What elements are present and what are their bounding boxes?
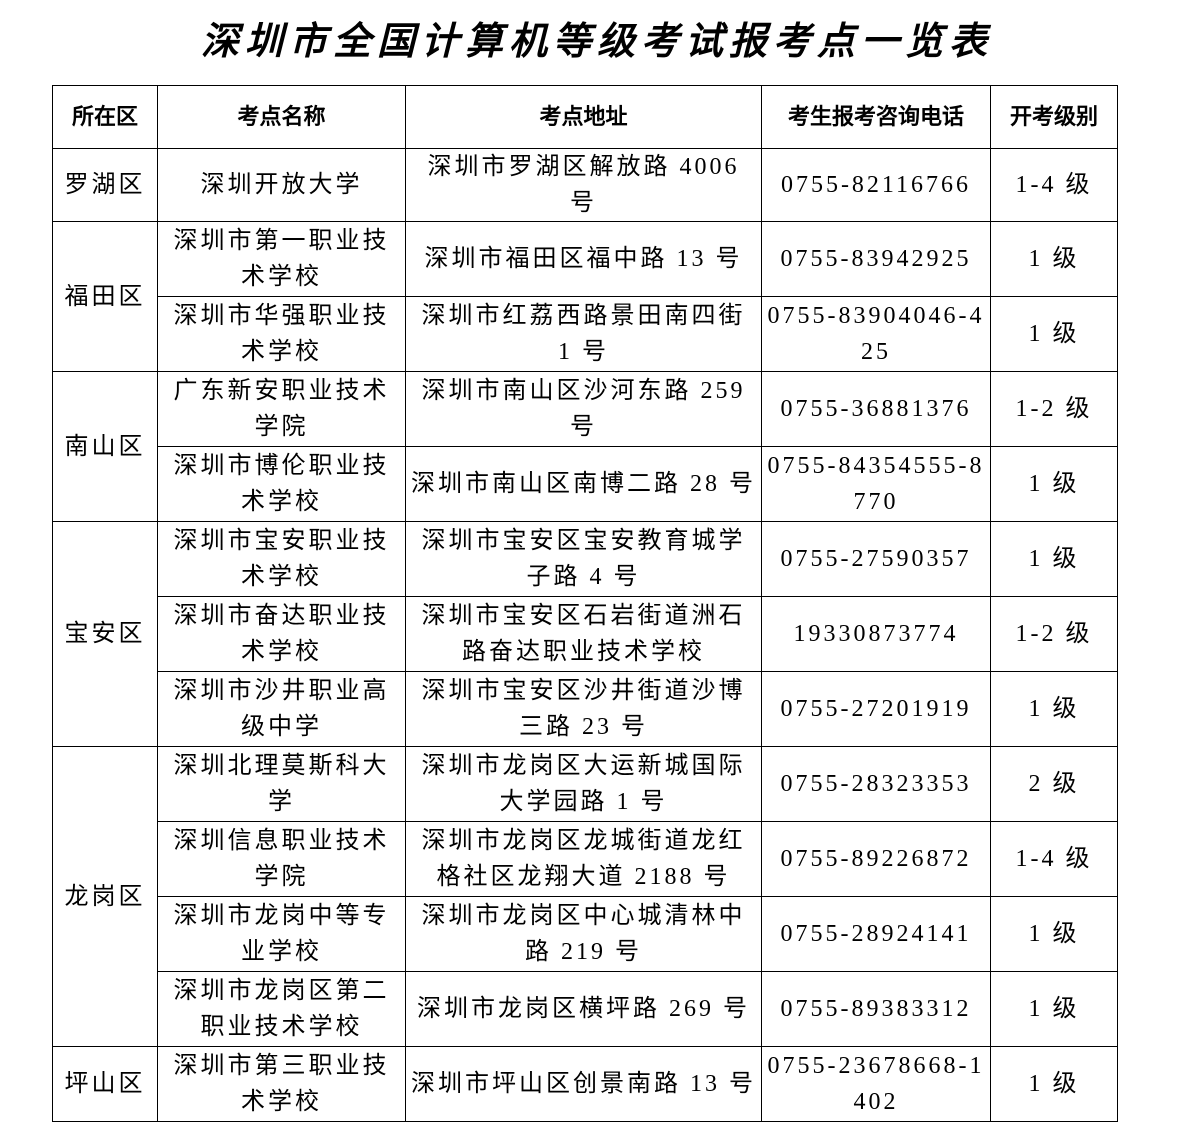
site-address: 深圳市宝安区石岩街道洲石路奋达职业技术学校 <box>405 596 762 672</box>
site-row: 宝安区 深圳市宝安职业技术学校 深圳市宝安区宝安教育城学子路 4 号 0755-275… <box>52 521 1118 747</box>
site-name: 深圳北理莫斯科大学 <box>157 746 406 822</box>
site-name: 深圳市第三职业技术学校 <box>157 1046 406 1122</box>
site-phone: 0755-28924141 <box>761 896 991 972</box>
sites-table: 所在区 考点名称 考点地址 考生报考咨询电话 开考级别 罗湖区 深圳开放大学 深圳市罗湖区解… <box>52 85 1118 1122</box>
site-level: 1 级 <box>990 221 1118 297</box>
site-address: 深圳市龙岗区大运新城国际大学园路 1 号 <box>405 746 762 822</box>
site-phone: 0755-83904046-425 <box>761 296 991 372</box>
site-address: 深圳市福田区福中路 13 号 <box>405 221 762 297</box>
site-address: 深圳市坪山区创景南路 13 号 <box>405 1046 762 1122</box>
site-row: 深圳市龙岗中等专业学校 深圳市龙岗区中心城清林中路 219 号 0755-28924… <box>53 896 1118 972</box>
header-cell: 开考级别 <box>990 85 1118 149</box>
header-row: 所在区 考点名称 考点地址 考生报考咨询电话 开考级别 <box>52 85 1118 149</box>
site-phone: 0755-84354555-8770 <box>761 446 991 522</box>
district-cell: 南山区 <box>52 371 158 522</box>
site-name: 深圳市宝安职业技术学校 <box>157 521 406 597</box>
site-phone: 0755-89226872 <box>761 821 991 897</box>
site-name: 深圳市华强职业技术学校 <box>157 296 406 372</box>
site-phone: 0755-83942925 <box>761 221 991 297</box>
site-level: 1 级 <box>990 446 1118 522</box>
site-phone: 0755-23678668-1402 <box>761 1046 991 1122</box>
table-body: 罗湖区 深圳开放大学 深圳市罗湖区解放路 4006 号 0755-82116766 1-… <box>52 148 1118 1122</box>
site-name: 广东新安职业技术学院 <box>157 371 406 447</box>
site-phone: 0755-28323353 <box>761 746 991 822</box>
site-phone: 19330873774 <box>761 596 991 672</box>
site-level: 1 级 <box>990 896 1118 972</box>
site-phone: 0755-36881376 <box>761 371 991 447</box>
district-cell: 龙岗区 <box>52 746 158 1047</box>
district-cell: 福田区 <box>52 221 158 372</box>
site-level: 1-4 级 <box>990 148 1118 222</box>
site-address: 深圳市龙岗区龙城街道龙红格社区龙翔大道 2188 号 <box>405 821 762 897</box>
site-name: 深圳市博伦职业技术学校 <box>157 446 406 522</box>
header-cell: 所在区 <box>52 85 158 149</box>
site-row: 深圳市华强职业技术学校 深圳市红荔西路景田南四街 1 号 0755-83904046… <box>53 296 1118 372</box>
site-address: 深圳市宝安区沙井街道沙博三路 23 号 <box>405 671 762 747</box>
title: 深圳市全国计算机等级考试报考点一览表 <box>200 21 993 63</box>
site-row: 坪山区 深圳市第三职业技术学校 深圳市坪山区创景南路 13 号 0755-236786… <box>52 1046 1118 1122</box>
site-name: 深圳市奋达职业技术学校 <box>157 596 406 672</box>
site-address: 深圳市龙岗区中心城清林中路 219 号 <box>405 896 762 972</box>
site-level: 1-2 级 <box>990 596 1118 672</box>
site-name: 深圳市沙井职业高级中学 <box>157 671 406 747</box>
site-row: 深圳信息职业技术学院 深圳市龙岗区龙城街道龙红格社区龙翔大道 2188 号 0755… <box>53 821 1118 897</box>
site-address: 深圳市红荔西路景田南四街 1 号 <box>405 296 762 372</box>
site-level: 1 级 <box>990 521 1118 597</box>
site-name: 深圳市第一职业技术学校 <box>157 221 406 297</box>
site-level: 1 级 <box>990 296 1118 372</box>
site-level: 2 级 <box>990 746 1118 822</box>
site-phone: 0755-89383312 <box>761 971 991 1047</box>
site-name: 深圳开放大学 <box>157 148 406 222</box>
district-cell: 坪山区 <box>52 1046 158 1122</box>
site-address: 深圳市罗湖区解放路 4006 号 <box>405 148 762 222</box>
site-row: 深圳市沙井职业高级中学 深圳市宝安区沙井街道沙博三路 23 号 0755-27201… <box>53 671 1118 747</box>
site-row: 南山区 广东新安职业技术学院 深圳市南山区沙河东路 259 号 0755-368813… <box>52 371 1118 522</box>
district-cell: 宝安区 <box>52 521 158 747</box>
site-row: 深圳市奋达职业技术学校 深圳市宝安区石岩街道洲石路奋达职业技术学校 19330873… <box>53 596 1118 672</box>
district-cell: 罗湖区 <box>52 148 158 222</box>
site-level: 1 级 <box>990 971 1118 1047</box>
site-address: 深圳市南山区南博二路 28 号 <box>405 446 762 522</box>
site-level: 1 级 <box>990 1046 1118 1122</box>
header-cell: 考点名称 <box>157 85 406 149</box>
site-level: 1 级 <box>990 671 1118 747</box>
site-phone: 0755-27590357 <box>761 521 991 597</box>
site-level: 1-2 级 <box>990 371 1118 447</box>
site-row: 龙岗区 深圳北理莫斯科大学 深圳市龙岗区大运新城国际大学园路 1 号 0755-283… <box>52 746 1118 1047</box>
site-name: 深圳市龙岗中等专业学校 <box>157 896 406 972</box>
header-cell: 考点地址 <box>405 85 762 149</box>
site-address: 深圳市龙岗区横坪路 269 号 <box>405 971 762 1047</box>
site-phone: 0755-82116766 <box>761 148 991 222</box>
header-cell: 考生报考咨询电话 <box>761 85 991 149</box>
site-row: 福田区 深圳市第一职业技术学校 深圳市福田区福中路 13 号 0755-8394292… <box>52 221 1118 372</box>
site-row: 深圳市龙岗区第二职业技术学校 深圳市龙岗区横坪路 269 号 0755-893833… <box>53 971 1118 1047</box>
site-row: 罗湖区 深圳开放大学 深圳市罗湖区解放路 4006 号 0755-82116766 1-… <box>52 148 1118 222</box>
site-name: 深圳信息职业技术学院 <box>157 821 406 897</box>
site-row: 深圳市博伦职业技术学校 深圳市南山区南博二路 28 号 0755-84354555-… <box>53 446 1118 522</box>
site-name: 深圳市龙岗区第二职业技术学校 <box>157 971 406 1047</box>
site-address: 深圳市宝安区宝安教育城学子路 4 号 <box>405 521 762 597</box>
site-level: 1-4 级 <box>990 821 1118 897</box>
site-address: 深圳市南山区沙河东路 259 号 <box>405 371 762 447</box>
site-phone: 0755-27201919 <box>761 671 991 747</box>
